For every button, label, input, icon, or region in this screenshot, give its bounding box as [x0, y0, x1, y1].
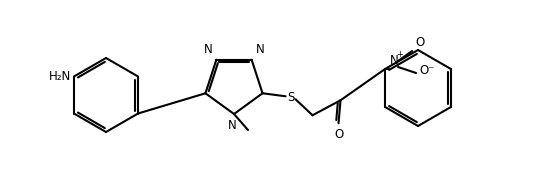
Text: O: O	[415, 36, 425, 49]
Text: H₂N: H₂N	[49, 70, 71, 83]
Text: N: N	[227, 119, 237, 132]
Text: S: S	[287, 91, 294, 104]
Text: +: +	[397, 50, 404, 59]
Text: N: N	[203, 43, 213, 56]
Text: O⁻: O⁻	[419, 64, 435, 78]
Text: N: N	[256, 43, 264, 56]
Text: N: N	[390, 54, 399, 67]
Text: O: O	[334, 128, 343, 141]
